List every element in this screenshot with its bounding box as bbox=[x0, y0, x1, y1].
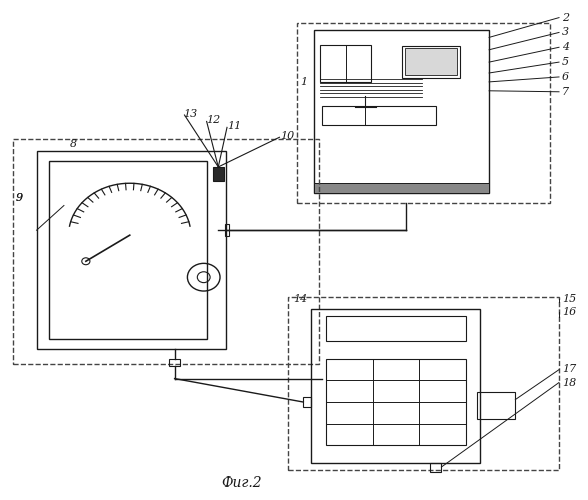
Bar bbox=[402, 46, 460, 78]
Text: 2: 2 bbox=[562, 12, 569, 22]
Text: 1: 1 bbox=[300, 77, 307, 87]
Text: 13: 13 bbox=[183, 109, 198, 119]
Bar bbox=[169, 359, 181, 366]
Text: 9: 9 bbox=[16, 193, 23, 203]
Bar bbox=[315, 183, 489, 193]
Text: 4: 4 bbox=[562, 42, 569, 52]
Text: 17: 17 bbox=[562, 364, 576, 374]
Bar bbox=[225, 224, 229, 236]
Bar bbox=[36, 151, 226, 349]
Text: 3: 3 bbox=[562, 28, 569, 38]
Text: 16: 16 bbox=[562, 307, 576, 317]
Bar bbox=[14, 138, 319, 364]
Text: 10: 10 bbox=[280, 132, 294, 141]
Text: 14: 14 bbox=[293, 294, 307, 304]
Bar bbox=[320, 45, 372, 82]
Bar bbox=[405, 48, 457, 76]
Text: 8: 8 bbox=[70, 138, 77, 148]
Text: 15: 15 bbox=[562, 294, 576, 304]
Text: 11: 11 bbox=[227, 122, 241, 132]
Bar bbox=[326, 359, 466, 446]
Text: 5: 5 bbox=[562, 57, 569, 67]
Text: 6: 6 bbox=[562, 72, 569, 82]
Text: 12: 12 bbox=[206, 116, 220, 126]
Bar bbox=[49, 161, 206, 339]
Bar bbox=[297, 22, 550, 203]
Bar bbox=[322, 106, 436, 126]
Bar bbox=[326, 316, 466, 342]
Text: 7: 7 bbox=[562, 87, 569, 97]
Bar bbox=[430, 462, 442, 471]
Bar bbox=[213, 167, 223, 181]
Bar bbox=[477, 392, 515, 419]
Bar bbox=[288, 297, 559, 470]
Text: 18: 18 bbox=[562, 378, 576, 388]
Text: 9: 9 bbox=[16, 193, 23, 203]
Bar bbox=[312, 310, 480, 462]
Bar bbox=[303, 397, 312, 407]
Bar bbox=[315, 30, 489, 193]
Text: Фиг.2: Фиг.2 bbox=[221, 476, 262, 490]
